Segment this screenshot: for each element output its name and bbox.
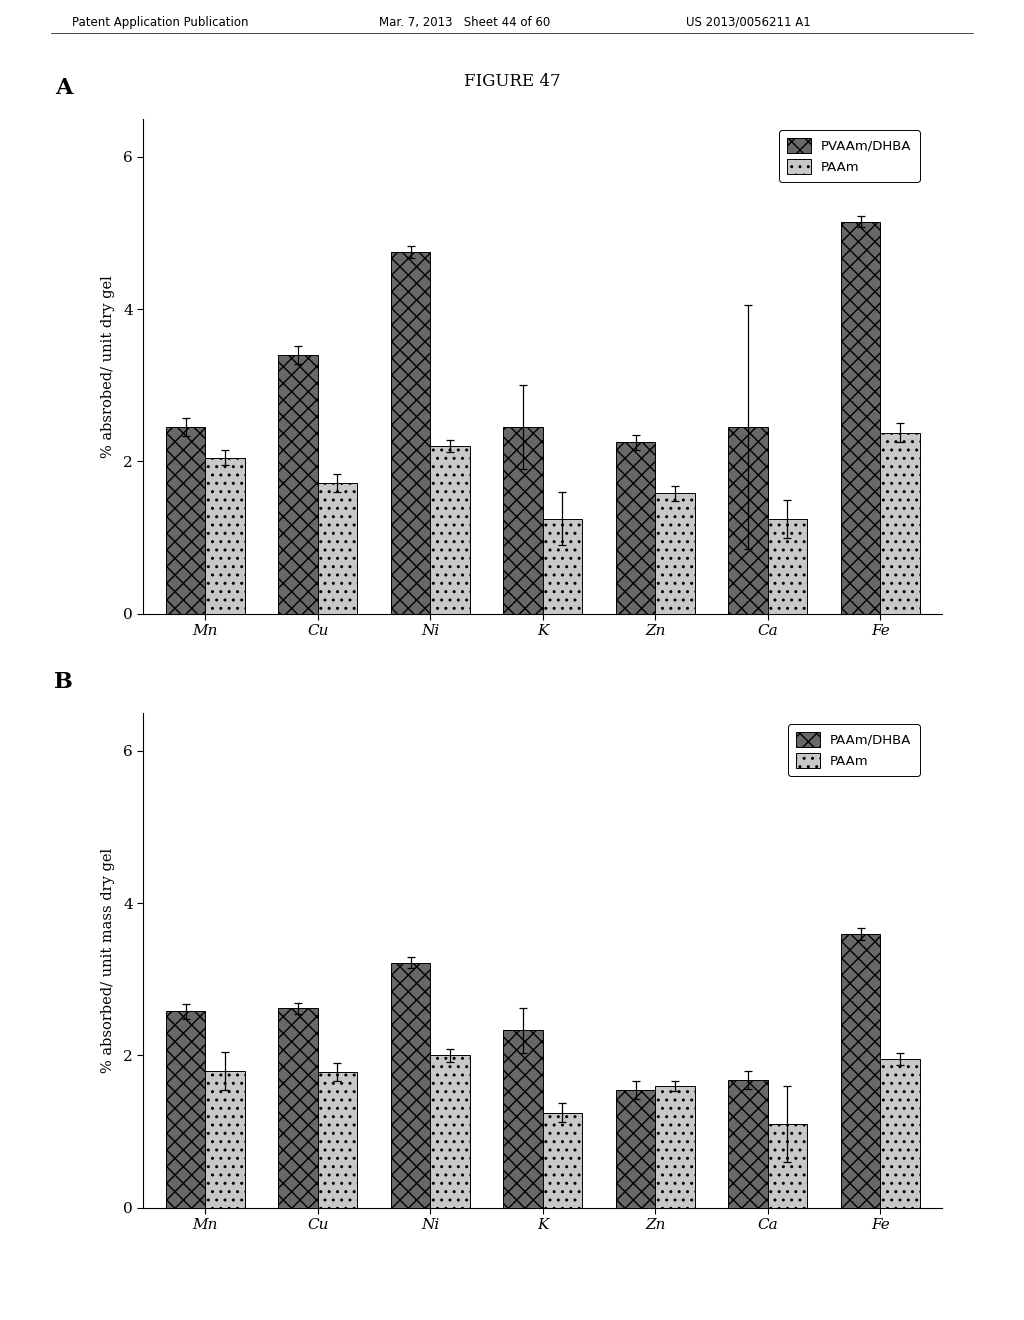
Bar [166,428,205,614]
Bar [504,1031,543,1208]
Bar [615,1090,655,1208]
Bar [543,519,582,614]
Bar [391,962,430,1208]
Bar [728,428,768,614]
Bar [279,355,317,614]
Text: US 2013/0056211 A1: US 2013/0056211 A1 [686,16,811,29]
Bar [504,428,543,614]
Legend: PAAm/DHBA, PAAm: PAAm/DHBA, PAAm [788,725,920,776]
Bar [205,458,245,614]
Bar [317,483,357,614]
Bar [430,1056,470,1208]
Text: Patent Application Publication: Patent Application Publication [72,16,248,29]
Bar [543,1113,582,1208]
Bar [317,1072,357,1208]
Y-axis label: % absrobed/ unit dry gel: % absrobed/ unit dry gel [100,275,115,458]
Y-axis label: % absorbed/ unit mass dry gel: % absorbed/ unit mass dry gel [100,847,115,1073]
Bar [615,442,655,614]
Text: Mar. 7, 2013   Sheet 44 of 60: Mar. 7, 2013 Sheet 44 of 60 [379,16,550,29]
Bar [655,494,694,614]
Bar [166,1011,205,1208]
Bar [841,222,881,614]
Bar [768,1125,807,1208]
Bar [728,1080,768,1208]
Text: FIGURE 47: FIGURE 47 [464,73,560,90]
Bar [391,252,430,614]
Text: A: A [55,77,72,99]
Bar [655,1086,694,1208]
Bar [430,446,470,614]
Text: B: B [54,671,73,693]
Bar [881,1059,920,1208]
Bar [279,1008,317,1208]
Bar [881,433,920,614]
Bar [841,933,881,1208]
Bar [768,519,807,614]
Legend: PVAAm/DHBA, PAAm: PVAAm/DHBA, PAAm [779,131,920,182]
Bar [205,1071,245,1208]
